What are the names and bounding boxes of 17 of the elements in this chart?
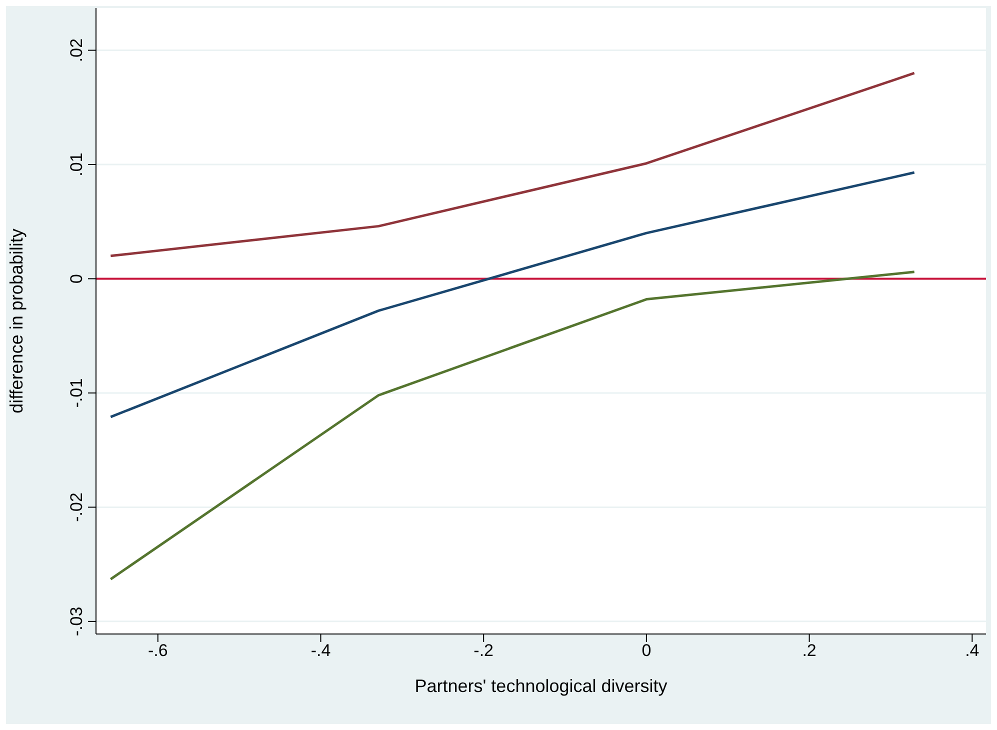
y-tick-label: -.02 [67,492,86,522]
x-tick-label: -.4 [310,641,331,660]
x-tick-label: -.6 [148,641,168,660]
x-axis-title: Partners' technological diversity [414,676,668,696]
y-tick-label: .01 [67,152,86,176]
line-series [109,72,916,258]
y-tick-label: .02 [67,38,86,62]
y-tick-label: -.01 [67,378,86,408]
x-tick-label: .4 [965,641,980,660]
y-tick-label: 0 [67,274,86,284]
y-axis-title: difference in probability [6,228,26,414]
x-tick-label: -.2 [474,641,494,660]
x-tick-label: .2 [802,641,816,660]
line-series [109,270,916,580]
line-series [109,171,916,418]
x-tick-label: 0 [642,641,652,660]
y-tick-label: -.03 [67,606,86,636]
